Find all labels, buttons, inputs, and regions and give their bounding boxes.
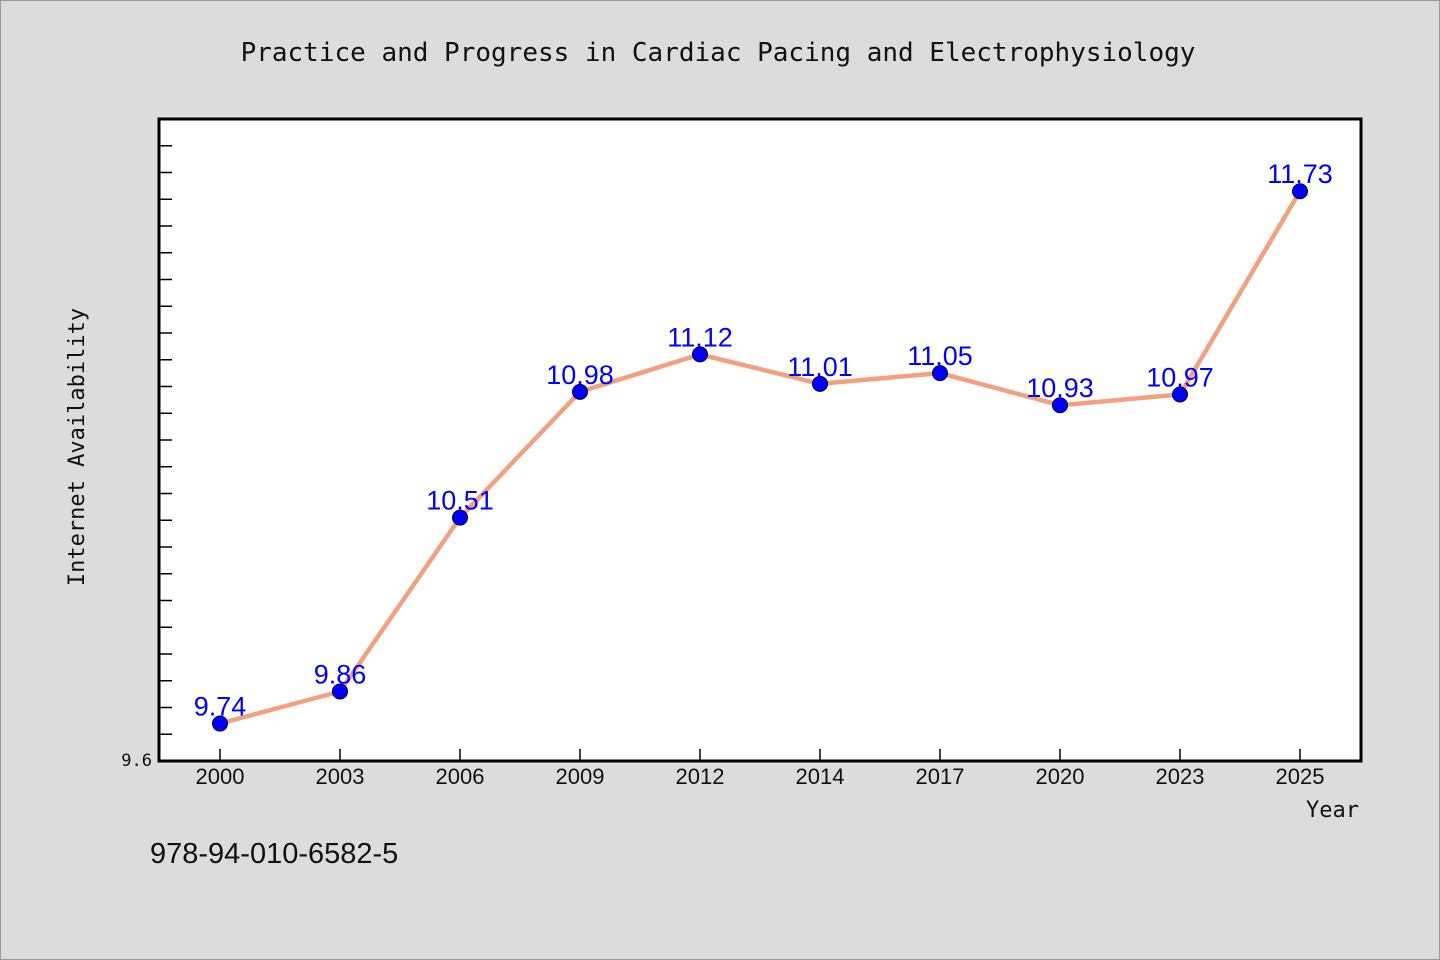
data-point [212,715,228,732]
data-label: 11.73 [1267,159,1333,189]
chart-title: Practice and Progress in Cardiac Pacing … [241,38,1196,68]
x-tick-label: 2014 [796,764,845,789]
data-label: 10.51 [426,486,494,516]
data-point [812,375,828,392]
data-point [1052,397,1068,414]
data-label: 11.01 [787,352,853,382]
x-tick-label: 2009 [556,764,605,789]
y-tick-label: 9.6 [121,751,152,771]
x-tick-label: 2017 [916,764,965,789]
data-labels: 9.74 9.86 10.51 10.98 11.12 11.01 11.05 10.93 10… [194,159,1333,721]
footnote-isbn: 978-94-010-6582-5 [150,838,398,870]
data-point [332,683,348,700]
data-point [692,346,708,363]
data-label: 10.93 [1026,373,1094,403]
x-tick-label: 2003 [316,764,365,789]
x-tick-label: 2012 [676,764,725,789]
data-point [572,383,588,400]
data-label: 10.98 [546,360,614,390]
x-tick-label: 2025 [1276,764,1325,789]
plot-area [157,117,1363,763]
x-tick-label: 2006 [436,764,485,789]
series-line [217,188,1303,726]
x-axis-label: Year [1306,798,1359,823]
x-tick-label: 2023 [1156,764,1205,789]
data-point [452,509,468,526]
y-axis-ticks [159,145,172,735]
data-label: 9.86 [314,659,367,689]
x-axis-ticks [219,749,1301,761]
x-tick-label: 2020 [1036,764,1085,789]
data-label: 10.97 [1146,363,1214,393]
series-markers [212,183,1308,732]
data-point [1172,386,1188,403]
data-point [932,365,948,382]
data-label: 11.12 [667,322,733,352]
x-tick-label: 2000 [196,764,245,789]
data-point [1292,183,1308,200]
data-label: 11.05 [907,341,973,371]
x-tick-labels: 2000 2003 2006 2009 2012 2014 2017 2020 2023 2025 [196,764,1325,789]
data-label: 9.74 [194,692,247,722]
y-axis-label: Internet Availability [65,308,90,586]
